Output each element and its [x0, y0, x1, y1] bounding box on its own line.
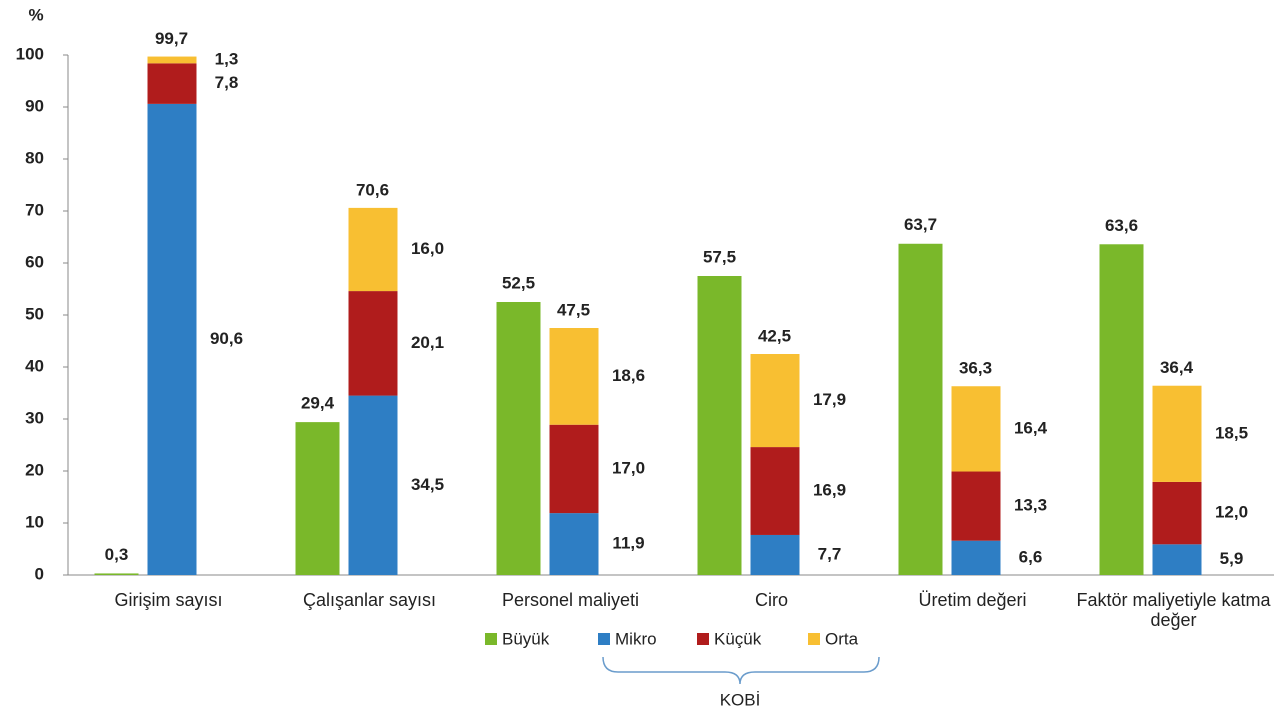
- value-label: 1,3: [215, 49, 239, 68]
- bar-segment: [147, 103, 197, 575]
- bar-segment: [348, 395, 398, 575]
- value-label: 90,6: [210, 329, 243, 348]
- bar-segment: [1152, 385, 1202, 482]
- bar-segment: [951, 386, 1001, 472]
- legend-label: Küçük: [714, 629, 762, 648]
- bar-segment: [1152, 481, 1202, 545]
- value-label: 0,3: [105, 545, 129, 564]
- bar: [1099, 244, 1144, 575]
- value-label: 34,5: [411, 475, 444, 494]
- value-label: 63,6: [1105, 216, 1138, 235]
- legend-swatch: [598, 633, 610, 645]
- legend-swatch: [485, 633, 497, 645]
- bar: [295, 422, 340, 575]
- y-tick-label: 0: [35, 564, 44, 583]
- y-tick-label: 90: [25, 96, 44, 115]
- legend-label: Büyük: [502, 629, 550, 648]
- y-tick-label: 30: [25, 408, 44, 427]
- y-tick-label: 40: [25, 356, 44, 375]
- bar-segment: [951, 540, 1001, 575]
- total-label: 36,4: [1160, 358, 1194, 377]
- value-label: 63,7: [904, 215, 937, 234]
- value-label: 16,9: [813, 481, 846, 500]
- bar: [94, 573, 139, 575]
- total-label: 47,5: [557, 300, 590, 319]
- bar: [898, 243, 943, 575]
- value-label: 7,7: [818, 544, 842, 563]
- value-label: 17,0: [612, 458, 645, 477]
- value-label: 18,5: [1215, 423, 1248, 442]
- value-label: 57,5: [703, 247, 736, 266]
- value-label: 12,0: [1215, 503, 1248, 522]
- value-label: 20,1: [411, 333, 444, 352]
- bar-segment: [348, 207, 398, 292]
- bar: [697, 276, 742, 575]
- bar-segment: [951, 471, 1001, 541]
- y-tick-label: 80: [25, 148, 44, 167]
- value-label: 13,3: [1014, 496, 1047, 515]
- y-tick-label: 50: [25, 304, 44, 323]
- value-label: 16,4: [1014, 418, 1048, 437]
- y-tick-label: 100: [16, 44, 44, 63]
- x-tick-label: Faktör maliyetiyle katma değer: [1076, 590, 1271, 630]
- value-label: 17,9: [813, 390, 846, 409]
- kobi-bracket: [602, 656, 880, 685]
- bar-segment: [147, 56, 197, 64]
- total-label: 36,3: [959, 359, 992, 378]
- y-axis-label: %: [28, 5, 43, 24]
- value-label: 6,6: [1019, 547, 1043, 566]
- bar-segment: [750, 447, 800, 535]
- bar-segment: [549, 424, 599, 514]
- value-label: 52,5: [502, 273, 535, 292]
- x-tick-label: Personel maliyeti: [501, 590, 640, 610]
- bar-segment: [750, 534, 800, 575]
- value-label: 29,4: [301, 394, 335, 413]
- bar: [496, 302, 541, 575]
- x-tick-label: Çalışanlar sayısı: [302, 590, 437, 610]
- x-tick-label: Üretim değeri: [918, 590, 1027, 610]
- bar-segment: [348, 291, 398, 396]
- bar-segment: [750, 354, 800, 448]
- value-label: 11,9: [612, 534, 644, 553]
- value-label: 18,6: [612, 366, 645, 385]
- legend-label: Mikro: [615, 629, 657, 648]
- y-tick-label: 10: [25, 512, 44, 531]
- y-tick-label: 60: [25, 252, 44, 271]
- total-label: 42,5: [758, 326, 791, 345]
- y-tick-label: 20: [25, 460, 44, 479]
- total-label: 70,6: [356, 180, 389, 199]
- value-label: 16,0: [411, 239, 444, 258]
- legend-swatch: [808, 633, 820, 645]
- group-label: KOBİ: [720, 690, 761, 709]
- x-tick-label: Girişim sayısı: [114, 590, 223, 610]
- total-label: 99,7: [155, 29, 188, 48]
- bar-segment: [549, 328, 599, 425]
- value-label: 5,9: [1220, 549, 1244, 568]
- value-label: 7,8: [215, 73, 239, 92]
- legend-label: Orta: [825, 629, 859, 648]
- bar-segment: [549, 513, 599, 575]
- bar-segment: [147, 63, 197, 104]
- x-tick-label: Ciro: [754, 590, 788, 610]
- y-tick-label: 70: [25, 200, 44, 219]
- bar-segment: [1152, 544, 1202, 575]
- legend-swatch: [697, 633, 709, 645]
